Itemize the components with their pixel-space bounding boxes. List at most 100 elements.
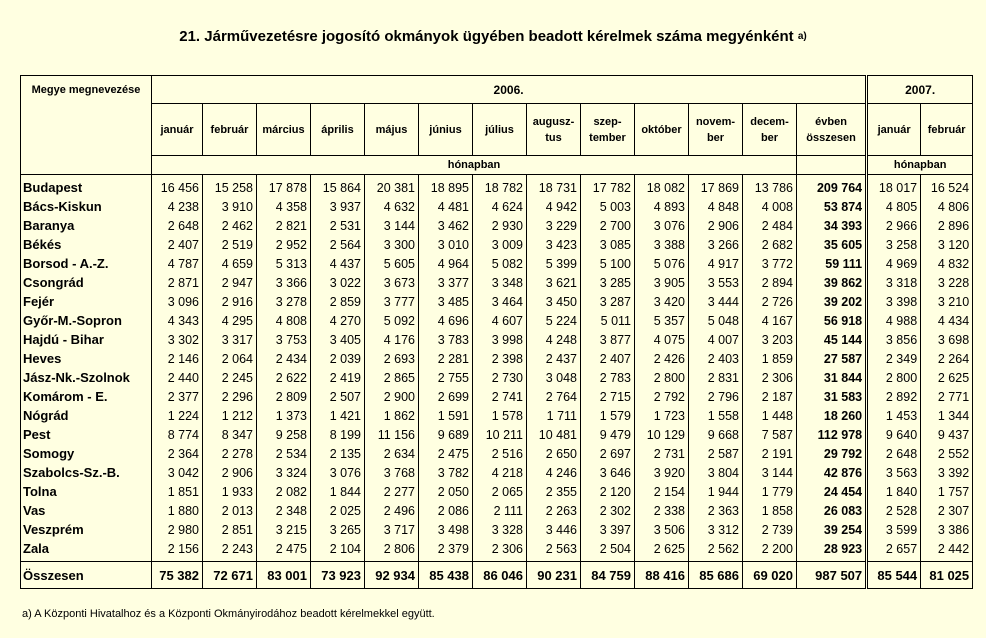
total-value-cell: 73 923: [310, 561, 365, 589]
year-2007-header: 2007.: [865, 75, 974, 104]
value-cell: 1 933: [202, 482, 257, 501]
value-cell: 8 347: [202, 425, 257, 444]
value-cell: 2 519: [202, 235, 257, 254]
value-cell: 2 894: [742, 273, 797, 292]
county-name: Heves: [20, 349, 152, 368]
value-cell: 3 397: [580, 520, 635, 539]
value-cell: 2 306: [472, 539, 527, 562]
county-name: Hajdú - Bihar: [20, 330, 152, 349]
value-cell: 2 650: [526, 444, 581, 463]
value-cell: 1 844: [310, 482, 365, 501]
value-cell: 3 392: [920, 463, 974, 482]
value-cell: 3 318: [865, 273, 922, 292]
table-row: Nógrád 1 224 1 212 1 373 1 421 1 862 1 591 1 57…: [20, 406, 974, 425]
value-cell: 2 348: [256, 501, 311, 520]
month-header: decem-ber: [742, 103, 797, 156]
value-cell: 3 210: [920, 292, 974, 311]
table-row: Vas 1 880 2 013 2 348 2 025 2 496 2 086 2 111 2 …: [20, 501, 974, 520]
value-cell: 10 211: [472, 425, 527, 444]
total-value-cell: 92 934: [364, 561, 419, 589]
county-name: Jász-Nk.-Szolnok: [20, 368, 152, 387]
value-cell: 20 381: [364, 174, 419, 197]
value-cell: 2 906: [688, 216, 743, 235]
row-total-cell: 39 254: [795, 520, 868, 539]
data-table: Megye megnevezése 2006. 2007. január febr…: [20, 75, 974, 589]
value-cell: 2 154: [634, 482, 689, 501]
value-cell: 2 534: [256, 444, 311, 463]
value-cell: 2 277: [364, 482, 419, 501]
unit-label-2006: hónapban: [151, 155, 797, 175]
row-total-cell: 29 792: [795, 444, 868, 463]
row-total-cell: 59 111: [795, 254, 868, 273]
row-total-cell: 26 083: [795, 501, 868, 520]
value-cell: 2 892: [865, 387, 922, 406]
value-cell: 4 434: [920, 311, 974, 330]
value-cell: 5 048: [688, 311, 743, 330]
table-row: Békés 2 407 2 519 2 952 2 564 3 300 3 010 3 009…: [20, 235, 974, 254]
total-value-cell: 987 507: [795, 561, 868, 589]
value-cell: 3 144: [742, 463, 797, 482]
row-total-cell: 18 260: [795, 406, 868, 425]
value-cell: 3 673: [364, 273, 419, 292]
value-cell: 3 287: [580, 292, 635, 311]
value-cell: 2 419: [310, 368, 365, 387]
table-row: Somogy 2 364 2 278 2 534 2 135 2 634 2 475 2 51…: [20, 444, 974, 463]
table-row: Komárom - E. 2 377 2 296 2 809 2 507 2 900 2 6…: [20, 387, 974, 406]
value-cell: 2 587: [688, 444, 743, 463]
value-cell: 2 563: [526, 539, 581, 562]
value-cell: 17 869: [688, 174, 743, 197]
value-cell: 3 717: [364, 520, 419, 539]
unit-spacer: [795, 155, 868, 175]
value-cell: 3 563: [865, 463, 922, 482]
footnote: a) A Központi Hivatalhoz és a Központi O…: [22, 608, 435, 620]
row-total-cell: 27 587: [795, 349, 868, 368]
value-cell: 1 453: [865, 406, 922, 425]
value-cell: 5 011: [580, 311, 635, 330]
value-cell: 2 462: [202, 216, 257, 235]
value-cell: 2 398: [472, 349, 527, 368]
value-cell: 2 437: [526, 349, 581, 368]
value-cell: 1 344: [920, 406, 974, 425]
value-cell: 2 065: [472, 482, 527, 501]
value-cell: 2 552: [920, 444, 974, 463]
row-total-cell: 53 874: [795, 197, 868, 216]
value-cell: 2 278: [202, 444, 257, 463]
value-cell: 2 135: [310, 444, 365, 463]
value-cell: 2 715: [580, 387, 635, 406]
value-cell: 3 498: [418, 520, 473, 539]
table-row: Fejér 3 096 2 916 3 278 2 859 3 777 3 485 3 464…: [20, 292, 974, 311]
total-row: Összesen 75 382 72 671 83 001 73 923 92 934 85…: [20, 561, 974, 589]
row-total-cell: 28 923: [795, 539, 868, 562]
table-row: Csongrád 2 871 2 947 3 366 3 022 3 673 3 377 3 …: [20, 273, 974, 292]
value-cell: 2 625: [920, 368, 974, 387]
value-cell: 2 851: [202, 520, 257, 539]
value-cell: 4 917: [688, 254, 743, 273]
table-row: Budapest 16 456 15 258 17 878 15 864 20 381 18…: [20, 174, 974, 197]
value-cell: 3 285: [580, 273, 635, 292]
value-cell: 9 668: [688, 425, 743, 444]
value-cell: 2 528: [865, 501, 922, 520]
value-cell: 3 302: [151, 330, 203, 349]
county-name: Nógrád: [20, 406, 152, 425]
table-row: Jász-Nk.-Szolnok 2 440 2 245 2 622 2 419 2 86…: [20, 368, 974, 387]
value-cell: 3 783: [418, 330, 473, 349]
value-cell: 2 809: [256, 387, 311, 406]
value-cell: 2 871: [151, 273, 203, 292]
value-cell: 15 864: [310, 174, 365, 197]
total-value-cell: 85 686: [688, 561, 743, 589]
value-cell: 4 075: [634, 330, 689, 349]
value-cell: 2 792: [634, 387, 689, 406]
county-name: Szabolcs-Sz.-B.: [20, 463, 152, 482]
value-cell: 4 624: [472, 197, 527, 216]
value-cell: 5 076: [634, 254, 689, 273]
value-cell: 2 156: [151, 539, 203, 562]
value-cell: 2 475: [256, 539, 311, 562]
month-header: január: [151, 103, 203, 156]
county-name: Somogy: [20, 444, 152, 463]
value-cell: 3 910: [202, 197, 257, 216]
value-cell: 2 739: [742, 520, 797, 539]
value-cell: 3 698: [920, 330, 974, 349]
county-name: Csongrád: [20, 273, 152, 292]
value-cell: 2 146: [151, 349, 203, 368]
row-total-cell: 42 876: [795, 463, 868, 482]
